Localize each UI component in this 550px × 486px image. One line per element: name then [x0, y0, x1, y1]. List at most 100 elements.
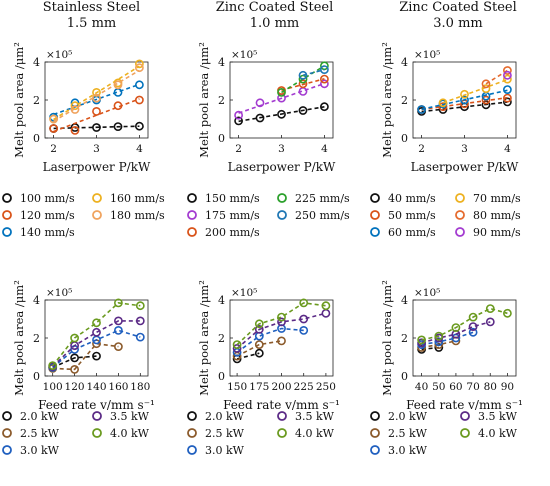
y-tick-label: 4: [218, 56, 225, 69]
data-point: [502, 93, 512, 103]
legend-label: 200 mm/s: [205, 226, 260, 239]
data-point: [49, 114, 58, 124]
y-axis-label: Melt pool area /μm²: [380, 42, 394, 158]
y-multiplier: ×10⁵: [414, 49, 440, 61]
x-tick-label: 2: [418, 143, 425, 155]
data-point: [502, 308, 512, 318]
y-tick-label: 2: [33, 332, 40, 345]
legend-marker: [187, 445, 197, 455]
data-point: [502, 70, 512, 80]
y-axis-label: Melt pool area /μm²: [197, 280, 211, 396]
legend-marker: [370, 428, 380, 438]
series-3: [417, 327, 478, 349]
series-line: [236, 340, 282, 357]
legend-label: 120 mm/s: [20, 209, 75, 222]
x-axis-label: Laserpower P/kW: [411, 160, 519, 174]
x-tick-label: 3: [93, 143, 100, 155]
x-tick-label: 4: [136, 143, 143, 155]
series-line: [238, 106, 325, 123]
legend-marker: [370, 445, 380, 455]
data-point: [48, 361, 58, 370]
x-tick-label: 2: [235, 143, 242, 155]
legend-marker: [187, 210, 197, 220]
x-tick-label: 160: [108, 381, 128, 393]
data-point: [417, 335, 426, 345]
column-title-3: Zinc Coated Steel 3.0 mm: [366, 0, 550, 32]
column-title-1: Stainless Steel 1.5 mm: [0, 0, 183, 32]
series-3: [232, 324, 309, 357]
column-title-2: Zinc Coated Steel 1.0 mm: [183, 0, 366, 32]
legend-label: 160 mm/s: [110, 192, 165, 205]
legend-label: 2.5 kW: [388, 427, 428, 440]
legend-marker: [187, 411, 197, 421]
data-point: [234, 110, 243, 120]
data-point: [438, 98, 448, 108]
series-4: [277, 61, 329, 97]
data-point: [277, 88, 286, 97]
x-tick-label: 90: [501, 381, 514, 393]
x-tick-label: 4: [321, 143, 328, 155]
legend-marker: [460, 428, 470, 438]
data-point: [298, 70, 308, 80]
data-point: [321, 301, 331, 311]
column-title-3-line2: 3.0 mm: [433, 16, 483, 31]
series-4: [417, 317, 495, 348]
y-tick-label: 4: [33, 294, 40, 307]
series-line: [238, 82, 325, 114]
legend-marker: [455, 193, 465, 203]
data-point: [135, 316, 145, 326]
data-point: [319, 79, 329, 89]
data-point: [113, 101, 123, 111]
data-point: [299, 325, 309, 335]
data-point: [70, 353, 79, 363]
y-tick-label: 4: [218, 294, 225, 307]
data-point: [277, 336, 286, 346]
series-3: [417, 85, 512, 114]
data-point: [434, 331, 444, 341]
data-point: [468, 322, 478, 331]
legend-label: 3.0 kW: [388, 444, 428, 457]
legend-marker: [370, 227, 380, 237]
legend: 150 mm/s 175 mm/s 200 mm/s 225 mm/s 250 mm/s: [187, 192, 350, 239]
x-tick-label: 200: [271, 381, 291, 393]
legend: 2.0 kW 2.5 kW 3.0 kW 3.5 kW 4.0 kW: [2, 410, 150, 457]
series-4: [232, 308, 331, 353]
series-5: [48, 298, 145, 370]
chart-5: 0 2 4 150 175 200 225 250 ×10⁵ Melt pool area /μm…: [187, 280, 340, 457]
x-axis-label: Feed rate v/mm s⁻¹: [223, 398, 340, 412]
legend-label: 2.5 kW: [205, 427, 245, 440]
y-tick-label: 0: [218, 370, 225, 383]
series-line: [53, 69, 140, 122]
data-point: [114, 316, 123, 326]
y-tick-label: 0: [401, 132, 408, 145]
data-point: [254, 340, 264, 349]
data-point: [70, 333, 79, 343]
data-point: [298, 74, 308, 84]
legend-label: 140 mm/s: [20, 226, 75, 239]
x-tick-label: 120: [65, 381, 85, 393]
data-point: [92, 351, 101, 361]
x-tick-label: 70: [466, 381, 479, 393]
y-multiplier: ×10⁵: [46, 49, 72, 61]
data-point: [134, 59, 144, 69]
data-point: [485, 317, 495, 327]
data-point: [254, 324, 264, 334]
chart-4: 0 2 4 100 120 140 160 180 ×10⁵ Melt pool area /μm…: [2, 280, 155, 457]
legend-label: 150 mm/s: [205, 192, 260, 205]
data-point: [135, 332, 145, 342]
legend: 40 mm/s 50 mm/s 60 mm/s 70 mm/s 80 mm/s 90 mm…: [370, 192, 521, 239]
series-line: [53, 83, 140, 116]
legend-marker: [2, 210, 12, 220]
data-point: [481, 95, 491, 105]
data-point: [255, 98, 265, 108]
column-title-1-line2: 1.5 mm: [66, 16, 117, 31]
column-title-1-line1: Stainless Steel: [42, 0, 141, 15]
data-point: [92, 123, 101, 132]
data-point: [113, 80, 123, 90]
legend-label: 3.5 kW: [295, 410, 335, 423]
legend-label: 70 mm/s: [473, 192, 521, 205]
